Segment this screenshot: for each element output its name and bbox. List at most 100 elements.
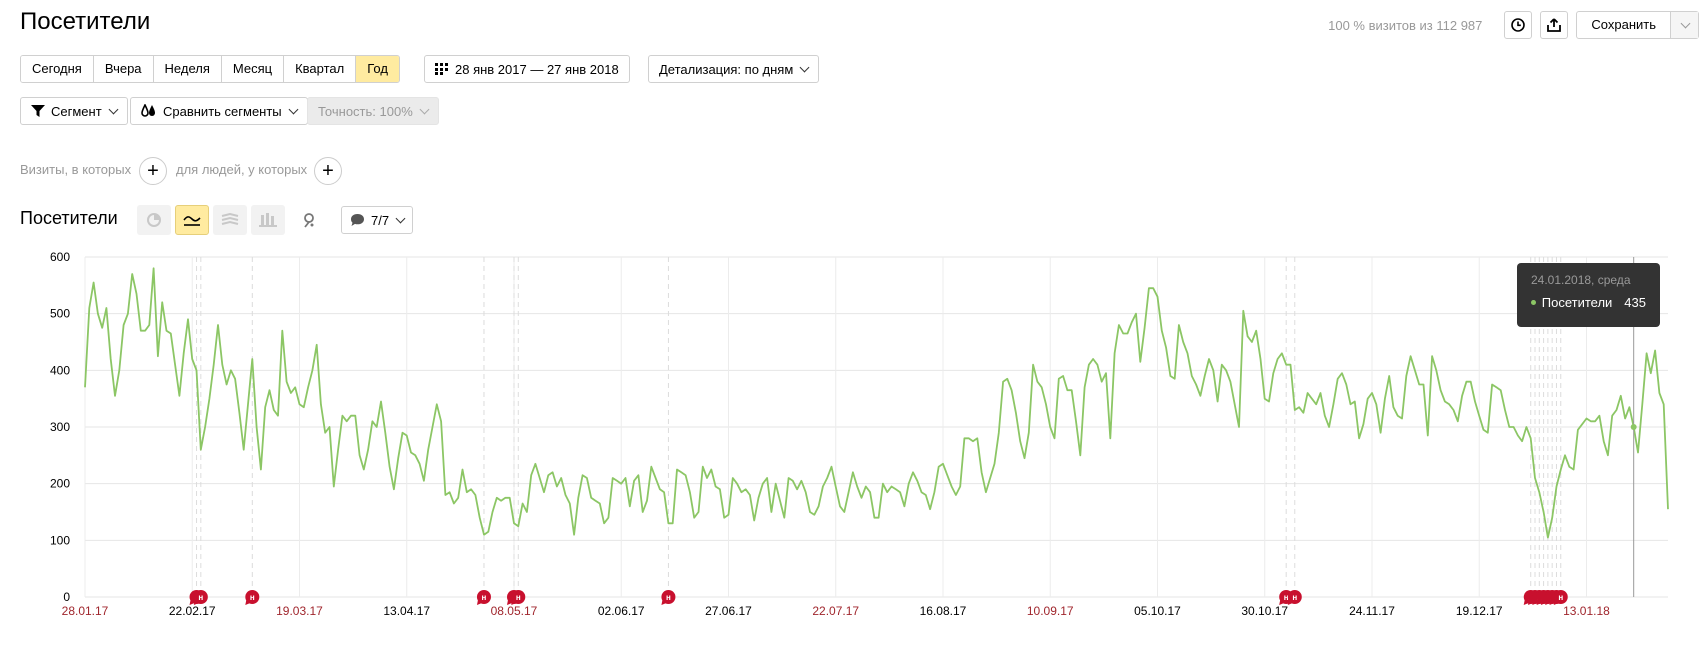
note-marker[interactable]: н	[245, 590, 260, 605]
visits-info: 100 % визитов из 112 987	[1328, 17, 1483, 33]
add-visit-condition-button[interactable]: +	[139, 157, 167, 185]
chart-type-pie[interactable]	[137, 205, 171, 235]
chevron-down-icon	[395, 213, 406, 223]
plus-icon: +	[322, 160, 334, 182]
segment-dropdown[interactable]: Сегмент	[20, 97, 128, 125]
tooltip-series: Посетители	[1541, 295, 1613, 310]
save-dropdown-button[interactable]	[1670, 12, 1698, 38]
tooltip-date: 24.01.2018, среда	[1531, 273, 1631, 287]
area-chart-icon	[221, 213, 239, 225]
svg-text:н: н	[198, 593, 203, 602]
svg-text:н: н	[516, 593, 521, 602]
notes-dropdown[interactable]: 7/7	[341, 206, 414, 234]
svg-text:н: н	[666, 593, 671, 602]
y-tick-label: 400	[50, 363, 70, 377]
y-tick-label: 200	[50, 477, 70, 491]
x-tick-label: 24.11.17	[1349, 604, 1395, 618]
tooltip-value: 435	[1624, 295, 1646, 310]
x-tick-label: 22.02.17	[169, 604, 216, 618]
segment-label: Сегмент	[51, 103, 102, 119]
x-tick-label: 13.01.18	[1563, 604, 1610, 618]
date-range-button[interactable]: 28 янв 2017 — 27 янв 2018	[424, 55, 630, 83]
svg-text:н: н	[1558, 593, 1563, 602]
date-range-label: 28 янв 2017 — 27 янв 2018	[455, 61, 619, 77]
page-title: Посетители	[20, 8, 151, 35]
header-actions: 100 % визитов из 112 987 Сохранить	[1328, 11, 1699, 39]
save-button-group: Сохранить	[1576, 11, 1699, 39]
calendar-icon	[435, 63, 448, 75]
upload-icon	[1547, 18, 1562, 32]
save-button[interactable]: Сохранить	[1591, 17, 1656, 32]
note-marker[interactable]: н	[193, 590, 208, 605]
people-filter-label: для людей, у которых	[176, 162, 308, 177]
detail-dropdown[interactable]: Детализация: по дням	[648, 55, 820, 83]
period-button-5[interactable]: Год	[356, 56, 399, 82]
accuracy-dropdown[interactable]: Точность: 100%	[307, 97, 439, 125]
tooltip-row: Посетители 435	[1531, 295, 1646, 310]
chart-type-area[interactable]	[213, 205, 247, 235]
chart-type-bar[interactable]	[251, 205, 285, 235]
chevron-down-icon	[419, 104, 430, 114]
series-line-visitors	[84, 267, 1669, 539]
svg-text:н: н	[482, 593, 487, 602]
x-tick-label: 05.10.17	[1134, 604, 1181, 618]
period-button-4[interactable]: Квартал	[284, 56, 357, 82]
x-tick-label: 30.10.17	[1241, 604, 1288, 618]
comment-icon	[351, 214, 364, 226]
y-tick-label: 600	[50, 250, 70, 264]
y-tick-label: 100	[50, 533, 70, 547]
compare-label: Сравнить сегменты	[163, 103, 282, 119]
plus-icon: +	[147, 160, 159, 182]
period-button-1[interactable]: Вчера	[93, 56, 154, 82]
accuracy-label: Точность: 100%	[318, 103, 413, 119]
line-chart-icon	[183, 216, 201, 226]
chart-tooltip: 24.01.2018, среда Посетители 435	[1517, 263, 1660, 327]
series-dot-icon	[1531, 300, 1536, 305]
x-tick-label: 08.05.17	[491, 604, 538, 618]
chart-type-map[interactable]	[292, 205, 326, 235]
y-tick-label: 500	[50, 307, 70, 321]
export-button[interactable]	[1540, 11, 1569, 39]
chevron-down-icon	[288, 104, 299, 114]
period-button-3[interactable]: Месяц	[221, 56, 285, 82]
chevron-down-icon	[108, 104, 119, 114]
period-button-0[interactable]: Сегодня	[21, 56, 94, 82]
visits-filter-label: Визиты, в которых	[20, 162, 132, 177]
compare-segments-dropdown[interactable]: Сравнить сегменты	[130, 97, 308, 125]
x-tick-label: 28.01.17	[62, 604, 109, 618]
notes-count: 7/7	[371, 212, 390, 228]
chevron-down-icon	[1680, 18, 1691, 28]
chart-type-line[interactable]	[175, 205, 209, 235]
note-marker[interactable]: н	[661, 590, 676, 605]
detail-label: Детализация: по дням	[659, 61, 794, 77]
svg-text:н: н	[250, 593, 255, 602]
hover-point	[1630, 424, 1637, 430]
x-tick-label: 19.12.17	[1456, 604, 1503, 618]
period-selector: Сегодня Вчера Неделя Месяц Квартал Год	[20, 55, 400, 83]
x-tick-label: 02.06.17	[598, 604, 645, 618]
x-tick-label: 13.04.17	[383, 604, 430, 618]
note-marker[interactable]: н	[476, 590, 491, 605]
x-tick-label: 27.06.17	[705, 604, 752, 618]
x-tick-label: 16.08.17	[920, 604, 967, 618]
period-button-2[interactable]: Неделя	[153, 56, 222, 82]
map-pin-icon	[304, 213, 314, 228]
x-tick-label: 10.09.17	[1027, 604, 1074, 618]
note-marker[interactable]: н	[1287, 590, 1302, 605]
y-tick-label: 0	[63, 590, 70, 604]
bar-chart-icon	[259, 213, 277, 227]
svg-text:н: н	[1284, 593, 1289, 602]
note-marker[interactable]: н	[1553, 590, 1568, 605]
add-people-condition-button[interactable]: +	[314, 157, 342, 185]
clock-icon	[1511, 18, 1526, 32]
section-title: Посетители	[20, 208, 118, 228]
x-tick-label: 22.07.17	[812, 604, 859, 618]
note-marker[interactable]: н	[511, 590, 526, 605]
pie-chart-icon	[147, 213, 161, 227]
compare-drops-icon	[141, 104, 155, 117]
filter-icon	[31, 104, 45, 117]
x-tick-label: 19.03.17	[276, 604, 323, 618]
svg-text:н: н	[1292, 593, 1297, 602]
history-button[interactable]	[1504, 11, 1533, 39]
